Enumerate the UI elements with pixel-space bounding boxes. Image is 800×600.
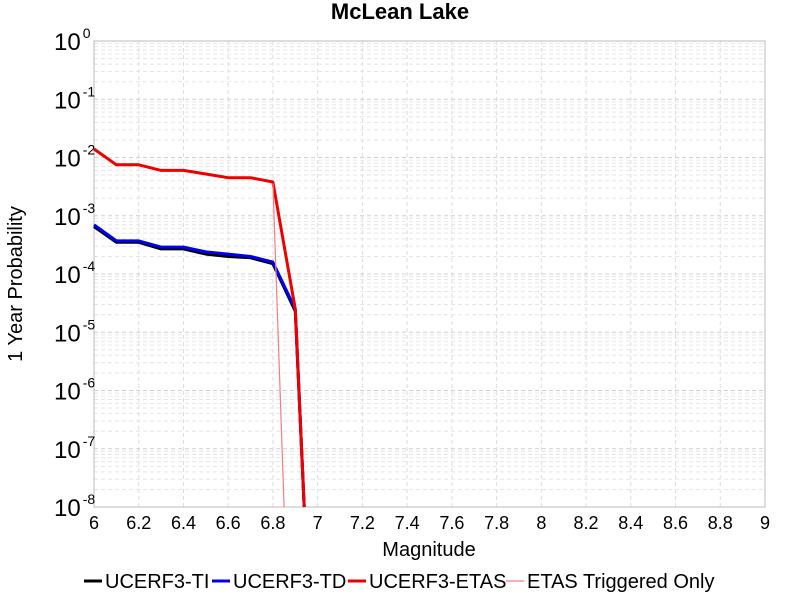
y-tick-label: 10 -5 xyxy=(54,316,95,347)
series-line-etas-triggered-only xyxy=(272,183,285,508)
series-line-ucerf3-td xyxy=(93,223,306,508)
legend: UCERF3-TI UCERF3-TD UCERF3-ETAS ETAS Trigge… xyxy=(84,571,714,593)
x-tick-label: 7.6 xyxy=(439,513,464,533)
plot-area-border xyxy=(93,40,766,508)
legend-label: UCERF3-TD xyxy=(233,571,346,593)
x-tick-label: 6.2 xyxy=(126,513,151,533)
y-tick-label: 10 -3 xyxy=(54,200,95,231)
x-tick-label: 8.4 xyxy=(618,513,643,533)
x-tick-label: 6.4 xyxy=(171,513,196,533)
y-axis-label: 1 Year Probability xyxy=(5,206,27,362)
legend-label: UCERF3-ETAS xyxy=(369,571,506,593)
series-line-ucerf3-etas xyxy=(93,147,306,508)
x-tick-label: 7.2 xyxy=(350,513,375,533)
legend-label: UCERF3-TI xyxy=(105,571,209,593)
x-tick-label: 8.8 xyxy=(708,513,733,533)
y-tick-label: 10 -1 xyxy=(54,83,95,114)
x-axis-label: Magnitude xyxy=(382,539,475,561)
x-tick-label: 9 xyxy=(760,513,770,533)
legend-label: ETAS Triggered Only xyxy=(527,571,714,593)
grid xyxy=(94,41,765,507)
x-tick-label: 6.6 xyxy=(216,513,241,533)
y-tick-label: 10 -4 xyxy=(54,258,95,289)
y-tick-label: 10 -6 xyxy=(54,375,95,406)
x-tick-label: 8.6 xyxy=(663,513,688,533)
x-tick-label: 8 xyxy=(536,513,546,533)
x-tick-label: 6 xyxy=(89,513,99,533)
x-tick-label: 7.8 xyxy=(484,513,509,533)
x-axis-ticks: 6 6.2 6.4 6.6 6.8 7 7.2 7.4 7.6 7.8 8 8.2 8.4 8.6 8.8 9 xyxy=(89,513,770,533)
chart-title: McLean Lake xyxy=(331,0,469,24)
series-lines xyxy=(93,147,306,508)
x-tick-label: 7 xyxy=(313,513,323,533)
x-tick-label: 6.8 xyxy=(260,513,285,533)
y-tick-label: 10 0 xyxy=(54,25,91,56)
y-tick-label: 10 -8 xyxy=(54,491,95,522)
x-tick-label: 8.2 xyxy=(574,513,599,533)
x-tick-label: 7.4 xyxy=(395,513,420,533)
y-tick-label: 10 -7 xyxy=(54,433,95,464)
y-tick-label: 10 -2 xyxy=(54,142,95,173)
